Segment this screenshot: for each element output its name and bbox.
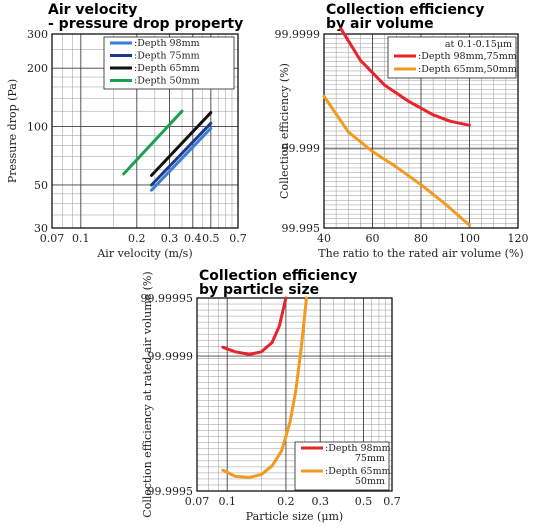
y-tick-label: 99.999 xyxy=(282,142,321,155)
y-axis-label: Pressure drop (Pa) xyxy=(6,79,19,183)
legend-label: :Depth 50mm xyxy=(134,76,200,87)
x-tick-label: 80 xyxy=(414,232,428,245)
legend-label: :Depth 65mm xyxy=(325,466,391,477)
legend-label: :Depth 65mm,50mm xyxy=(418,64,517,75)
legend: :Depth 98mm :Depth 75mm:Depth 65mm :Depth … xyxy=(103,36,235,90)
legend-label-cont: 75mm xyxy=(355,453,385,464)
x-tick-label: 0.07 xyxy=(185,495,210,508)
legend-label: :Depth 98mm xyxy=(325,443,391,454)
x-tick-label: 0.1 xyxy=(72,232,90,245)
series-line-2 xyxy=(221,296,308,479)
x-tick-label: 0.5 xyxy=(355,495,373,508)
y-tick-label: 99.995 xyxy=(282,222,321,235)
series-line-1 xyxy=(150,126,213,192)
y-tick-label: 99.9995 xyxy=(148,485,194,498)
x-tick-label: 0.3 xyxy=(311,495,329,508)
plot-frame xyxy=(51,33,239,229)
legend-label-cont: 50mm xyxy=(355,476,385,487)
series-line-2 xyxy=(322,94,471,227)
x-tick-label: 0.1 xyxy=(218,495,236,508)
chart-title: Collection efficiency xyxy=(326,2,484,18)
x-axis-label: Air velocity (m/s) xyxy=(96,247,192,260)
chart-pressure: Air velocity- pressure drop property 0.07… xyxy=(6,2,247,260)
y-tick-label: 99.99995 xyxy=(141,292,194,305)
chart-title: by particle size xyxy=(199,282,319,298)
y-tick-label: 99.9999 xyxy=(148,350,194,363)
y-tick-label: 99.9999 xyxy=(275,28,321,41)
y-tick-label: 30 xyxy=(34,222,48,235)
legend-label: :Depth 98mm xyxy=(134,38,200,49)
chart-title: Air velocity xyxy=(48,2,137,18)
x-tick-label: 120 xyxy=(508,232,529,245)
series-line-3 xyxy=(150,111,213,177)
chart-title: by air volume xyxy=(326,16,434,32)
legend-label: :Depth 75mm xyxy=(134,51,200,62)
x-tick-label: 0.5 xyxy=(202,232,220,245)
x-tick-label: 0.4 xyxy=(184,232,202,245)
series-line-4 xyxy=(122,109,184,176)
x-tick-label: 100 xyxy=(459,232,480,245)
x-tick-label: 40 xyxy=(317,232,331,245)
plot-frame xyxy=(196,297,393,492)
x-tick-label: 0.2 xyxy=(277,495,295,508)
y-tick-label: 200 xyxy=(27,62,48,75)
legend-header: at 0.1-0.15μm xyxy=(445,39,512,50)
legend-box xyxy=(294,441,390,491)
x-tick-label: 0.7 xyxy=(229,232,247,245)
y-tick-label: 50 xyxy=(34,179,48,192)
y-axis-label: Collection efficiency at rated air volum… xyxy=(141,271,154,517)
chart-title: Collection efficiency xyxy=(199,268,357,284)
x-tick-label: 60 xyxy=(366,232,380,245)
x-tick-label: 0.07 xyxy=(40,232,65,245)
legend: at 0.1-0.15μm:Depth 98mm,75mm :Depth 65mm… xyxy=(387,36,517,79)
y-tick-label: 300 xyxy=(27,28,48,41)
y-axis-label: Collection efficiency (%) xyxy=(278,63,291,199)
series-line-2 xyxy=(150,121,213,187)
series-line-1 xyxy=(339,27,471,127)
legend-label: :Depth 65mm xyxy=(134,63,200,74)
plot-frame xyxy=(323,33,519,229)
x-tick-label: 0.3 xyxy=(161,232,179,245)
y-tick-label: 100 xyxy=(27,121,48,134)
x-axis-label: Particle size (μm) xyxy=(246,510,343,523)
x-axis-label: The ratio to the rated air volume (%) xyxy=(318,247,523,260)
series-line-1 xyxy=(221,296,288,356)
x-tick-label: 0.7 xyxy=(383,495,401,508)
chart-title: - pressure drop property xyxy=(48,16,243,32)
x-tick-label: 0.2 xyxy=(128,232,146,245)
legend-label: :Depth 98mm,75mm xyxy=(418,51,517,62)
